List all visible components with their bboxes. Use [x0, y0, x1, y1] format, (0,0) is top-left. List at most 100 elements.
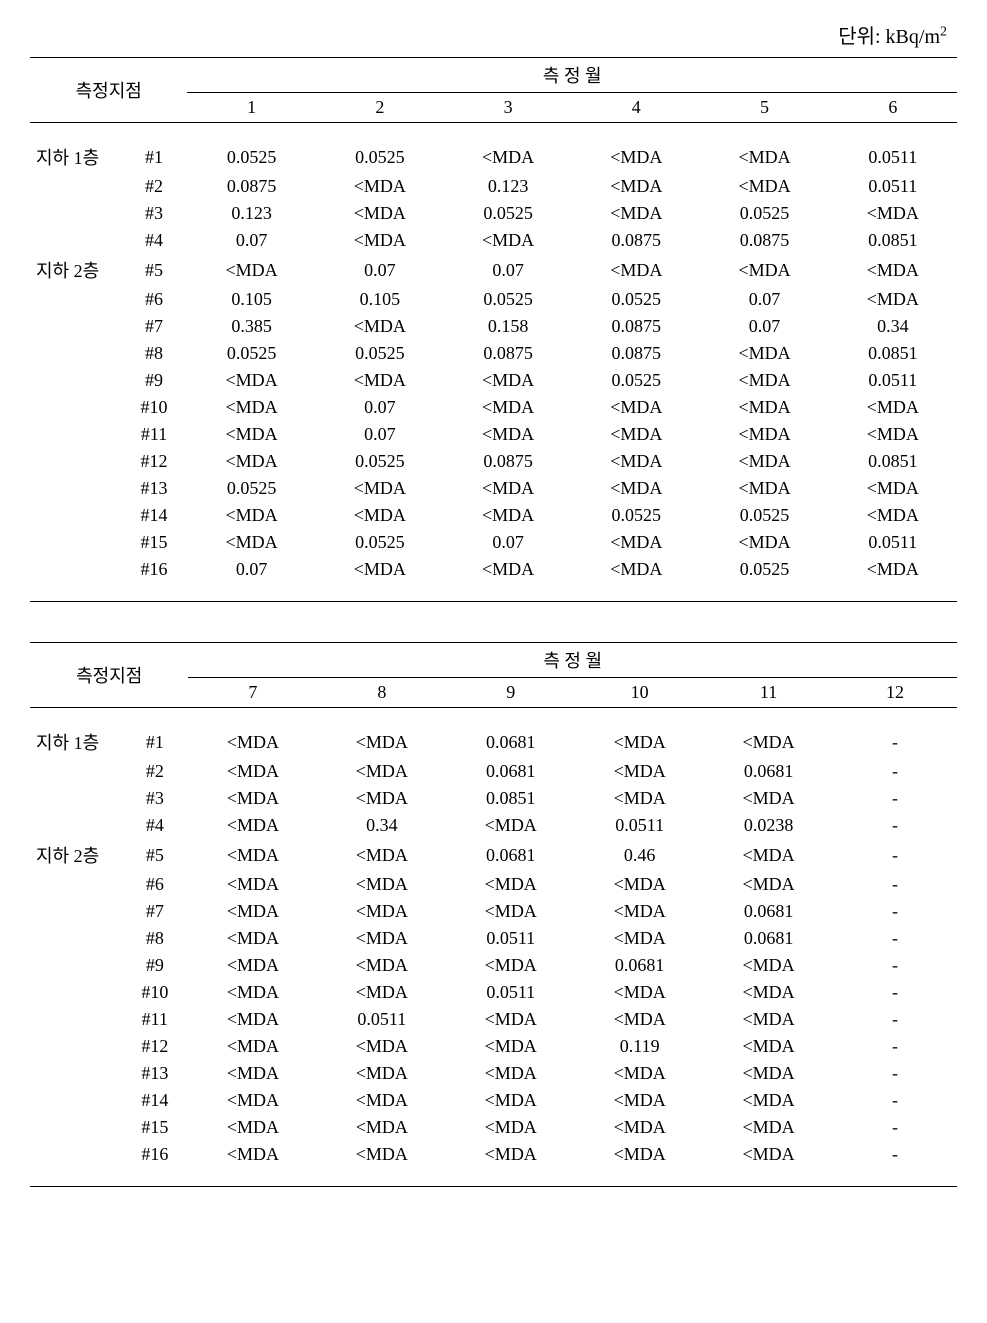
month-col-1: 1	[187, 93, 315, 123]
location-cell: 지하 2층	[30, 254, 121, 286]
value-cell: <MDA	[829, 254, 957, 286]
value-cell: <MDA	[188, 758, 317, 785]
table-row: #9<MDA<MDA<MDA0.0525<MDA0.0511	[30, 367, 957, 394]
value-cell: 0.0511	[575, 812, 704, 839]
value-cell: <MDA	[444, 227, 572, 254]
value-cell: 0.0511	[829, 529, 957, 556]
point-cell: #7	[121, 898, 188, 925]
value-cell: 0.0525	[316, 529, 444, 556]
value-cell: <MDA	[317, 1114, 446, 1141]
point-cell: #7	[121, 313, 188, 340]
value-cell: 0.0525	[700, 556, 828, 583]
point-cell: #10	[121, 394, 188, 421]
value-cell: <MDA	[572, 254, 700, 286]
value-cell: 0.0525	[316, 340, 444, 367]
value-cell: <MDA	[704, 1087, 833, 1114]
table-row: #30.123<MDA0.0525<MDA0.0525<MDA	[30, 200, 957, 227]
value-cell: <MDA	[187, 502, 315, 529]
value-cell: <MDA	[575, 979, 704, 1006]
value-cell: <MDA	[704, 1114, 833, 1141]
point-cell: #13	[121, 1060, 188, 1087]
location-cell	[30, 1141, 121, 1168]
value-cell: <MDA	[188, 871, 317, 898]
value-cell: <MDA	[704, 785, 833, 812]
unit-sup: 2	[940, 24, 947, 39]
table-row: #40.07<MDA<MDA0.08750.08750.0851	[30, 227, 957, 254]
table-row: #16<MDA<MDA<MDA<MDA<MDA-	[30, 1141, 957, 1168]
value-cell: 0.07	[316, 421, 444, 448]
value-cell: <MDA	[704, 1006, 833, 1033]
value-cell: <MDA	[188, 785, 317, 812]
value-cell: 0.0511	[829, 141, 957, 173]
value-cell: <MDA	[188, 979, 317, 1006]
point-cell: #3	[121, 200, 188, 227]
location-cell	[30, 227, 121, 254]
value-cell: -	[833, 758, 957, 785]
value-cell: 0.0851	[829, 227, 957, 254]
value-cell: <MDA	[446, 812, 575, 839]
value-cell: <MDA	[446, 1006, 575, 1033]
value-cell: <MDA	[316, 227, 444, 254]
point-cell: #5	[121, 839, 188, 871]
value-cell: <MDA	[444, 394, 572, 421]
location-cell	[30, 1033, 121, 1060]
value-cell: 0.0681	[575, 952, 704, 979]
value-cell: -	[833, 812, 957, 839]
value-cell: 0.07	[444, 254, 572, 286]
value-cell: 0.0875	[700, 227, 828, 254]
value-cell: <MDA	[316, 502, 444, 529]
value-cell: 0.0525	[572, 367, 700, 394]
value-cell: <MDA	[575, 871, 704, 898]
value-cell: 0.07	[187, 227, 315, 254]
location-cell	[30, 421, 121, 448]
value-cell: <MDA	[317, 871, 446, 898]
value-cell: <MDA	[444, 502, 572, 529]
location-cell: 지하 2층	[30, 839, 121, 871]
location-cell	[30, 313, 121, 340]
point-cell: #16	[121, 1141, 188, 1168]
value-cell: 0.105	[316, 286, 444, 313]
table-row: 지하 2층#5<MDA0.070.07<MDA<MDA<MDA	[30, 254, 957, 286]
value-cell: <MDA	[704, 1141, 833, 1168]
value-cell: <MDA	[188, 1060, 317, 1087]
value-cell: -	[833, 979, 957, 1006]
value-cell: 0.385	[187, 313, 315, 340]
value-cell: <MDA	[700, 475, 828, 502]
value-cell: -	[833, 1006, 957, 1033]
location-cell	[30, 556, 121, 583]
value-cell: <MDA	[444, 475, 572, 502]
point-cell: #6	[121, 286, 188, 313]
value-cell: -	[833, 1141, 957, 1168]
value-cell: <MDA	[704, 1033, 833, 1060]
value-cell: <MDA	[446, 898, 575, 925]
value-cell: <MDA	[187, 421, 315, 448]
point-cell: #16	[121, 556, 188, 583]
table-row: 지하 2층#5<MDA<MDA0.06810.46<MDA-	[30, 839, 957, 871]
value-cell: 0.0875	[444, 340, 572, 367]
value-cell: 0.34	[317, 812, 446, 839]
value-cell: -	[833, 952, 957, 979]
table-row: #2<MDA<MDA0.0681<MDA0.0681-	[30, 758, 957, 785]
value-cell: 0.0525	[187, 340, 315, 367]
table-row: #80.05250.05250.08750.0875<MDA0.0851	[30, 340, 957, 367]
value-cell: <MDA	[700, 529, 828, 556]
value-cell: <MDA	[317, 1141, 446, 1168]
value-cell: 0.0525	[316, 141, 444, 173]
unit-prefix: 단위: kBq/m	[838, 26, 940, 48]
value-cell: <MDA	[316, 173, 444, 200]
table-row: #3<MDA<MDA0.0851<MDA<MDA-	[30, 785, 957, 812]
value-cell: 0.0525	[187, 141, 315, 173]
value-cell: <MDA	[316, 367, 444, 394]
value-cell: 0.0525	[316, 448, 444, 475]
value-cell: 0.0525	[187, 475, 315, 502]
value-cell: 0.07	[700, 286, 828, 313]
value-cell: <MDA	[446, 1033, 575, 1060]
value-cell: 0.0681	[446, 758, 575, 785]
value-cell: 0.34	[829, 313, 957, 340]
value-cell: 0.123	[187, 200, 315, 227]
value-cell: <MDA	[572, 141, 700, 173]
point-cell: #3	[121, 785, 188, 812]
value-cell: <MDA	[575, 1141, 704, 1168]
location-header: 측정지점	[30, 58, 187, 123]
value-cell: <MDA	[572, 200, 700, 227]
